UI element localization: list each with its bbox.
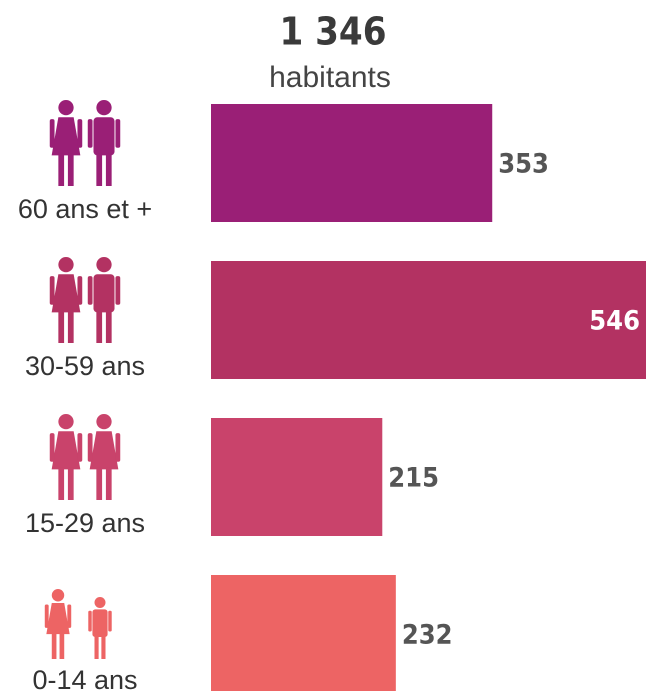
icon-leg (67, 310, 74, 343)
icon-leg (58, 310, 65, 343)
icon-arm (108, 610, 112, 632)
icon-leg (105, 153, 112, 186)
icon-body (89, 431, 119, 470)
icon-head (58, 100, 74, 116)
icon-head (96, 414, 112, 430)
icon-leg (105, 310, 112, 343)
icon-arm (87, 433, 93, 462)
value-label: 232 (402, 620, 453, 651)
icon-arm (115, 276, 121, 305)
bar (211, 261, 646, 379)
icon-head (51, 589, 65, 602)
category-label: 60 ans et + (18, 194, 152, 224)
icon-leg (96, 310, 103, 343)
icon-leg (96, 467, 103, 500)
bar (211, 575, 396, 691)
icon-body (51, 431, 81, 470)
value-label: 353 (498, 149, 549, 180)
icon-body (93, 274, 115, 313)
icon-head (58, 414, 74, 430)
icon-body (46, 603, 70, 635)
age-icon (49, 414, 121, 500)
chart-subtitle: habitants (269, 61, 391, 94)
icon-leg (58, 153, 65, 186)
icon-head (94, 597, 106, 609)
icon-arm (87, 276, 93, 305)
icon-arm (49, 276, 55, 305)
age-icon (49, 257, 121, 343)
value-label: 546 (589, 306, 640, 337)
icon-head (96, 100, 112, 116)
icon-leg (96, 153, 103, 186)
icon-leg (105, 467, 112, 500)
icon-arm (77, 119, 83, 148)
icon-arm (115, 119, 121, 148)
icon-arm (87, 119, 93, 148)
value-label: 215 (388, 463, 439, 494)
icon-leg (101, 635, 106, 659)
icon-leg (51, 632, 57, 659)
icon-leg (59, 632, 65, 659)
icon-leg (58, 467, 65, 500)
icon-arm (115, 433, 121, 462)
icon-leg (94, 635, 99, 659)
icon-head (58, 257, 74, 273)
icon-body (51, 117, 81, 156)
icon-body (51, 274, 81, 313)
icon-arm (88, 610, 92, 632)
bar (211, 104, 493, 222)
bar (211, 418, 383, 536)
icon-leg (67, 153, 74, 186)
icon-arm (44, 604, 49, 628)
icon-arm (49, 433, 55, 462)
icon-arm (67, 604, 72, 628)
icon-head (96, 257, 112, 273)
chart-title: 1 346 (279, 10, 386, 54)
age-icon (44, 589, 112, 659)
icon-body (93, 117, 115, 156)
icon-arm (77, 433, 83, 462)
category-label: 0-14 ans (32, 665, 137, 691)
age-icon (49, 100, 121, 186)
icon-arm (77, 276, 83, 305)
category-label: 15-29 ans (25, 508, 145, 538)
icon-arm (49, 119, 55, 148)
icon-leg (67, 467, 74, 500)
icon-body (92, 609, 108, 637)
category-label: 30-59 ans (25, 351, 145, 381)
